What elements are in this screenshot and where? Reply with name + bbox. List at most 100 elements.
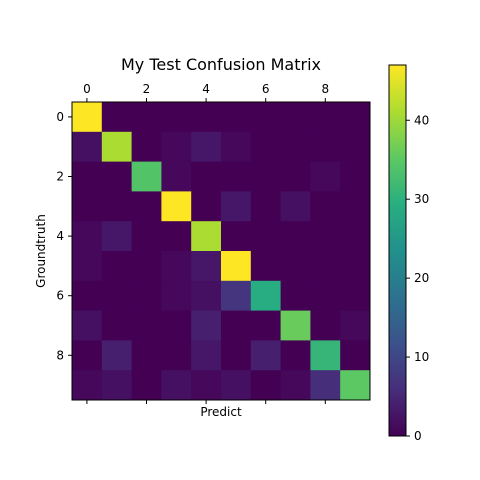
heatmap-cell-r6-c4 (191, 280, 222, 311)
y-tick-label: 8 (56, 348, 64, 362)
heatmap-cell-r7-c6 (250, 310, 281, 341)
heatmap-cell-r1-c9 (340, 131, 371, 162)
heatmap-cell-r4-c7 (280, 221, 311, 252)
heatmap-cell-r4-c3 (161, 221, 192, 252)
heatmap-cell-r8-c1 (101, 340, 132, 371)
heatmap-cell-r4-c9 (340, 221, 371, 252)
colorbar-tick-label: 0 (414, 429, 422, 443)
heatmap-cell-r0-c1 (101, 102, 132, 133)
heatmap-cell-r8-c9 (340, 340, 371, 371)
heatmap-cell-r4-c0 (72, 221, 103, 252)
heatmap-cell-r3-c6 (250, 191, 281, 222)
heatmap-cell-r6-c7 (280, 280, 311, 311)
heatmap-cell-r2-c3 (161, 161, 192, 192)
heatmap-cell-r3-c5 (221, 191, 252, 222)
heatmap-cell-r1-c3 (161, 131, 192, 162)
heatmap-cell-r7-c7 (280, 310, 311, 341)
heatmap-cell-r6-c0 (72, 280, 103, 311)
heatmap-cell-r2-c0 (72, 161, 103, 192)
heatmap-cell-r1-c7 (280, 131, 311, 162)
chart-title: My Test Confusion Matrix (121, 55, 321, 74)
heatmap-cell-r5-c2 (131, 251, 162, 282)
heatmap-cell-r5-c0 (72, 251, 103, 282)
y-tick-label: 2 (56, 170, 64, 184)
heatmap-cell-r0-c2 (131, 102, 162, 133)
heatmap-cell-r4-c1 (101, 221, 132, 252)
x-tick-label: 8 (321, 82, 329, 96)
heatmap-cell-r6-c8 (310, 280, 341, 311)
heatmap-cell-r0-c7 (280, 102, 311, 133)
heatmap-cell-r9-c9 (340, 370, 371, 401)
heatmap-cell-r6-c6 (250, 280, 281, 311)
heatmap-cell-r9-c4 (191, 370, 222, 401)
heatmap-cell-r6-c1 (101, 280, 132, 311)
x-tick-label: 6 (262, 82, 270, 96)
heatmap-cell-r9-c0 (72, 370, 103, 401)
heatmap-cell-r7-c5 (221, 310, 252, 341)
heatmap-cell-r2-c9 (340, 161, 371, 192)
heatmap-cell-r6-c3 (161, 280, 192, 311)
heatmap-cell-r5-c6 (250, 251, 281, 282)
heatmap-cell-r3-c2 (131, 191, 162, 222)
heatmap-cell-r8-c5 (221, 340, 252, 371)
heatmap-cell-r1-c5 (221, 131, 252, 162)
heatmap-cell-r8-c2 (131, 340, 162, 371)
heatmap-cell-r6-c2 (131, 280, 162, 311)
heatmap-cell-r0-c6 (250, 102, 281, 133)
heatmap-cell-r5-c7 (280, 251, 311, 282)
heatmap-cell-r0-c8 (310, 102, 341, 133)
heatmap-cell-r1-c2 (131, 131, 162, 162)
heatmap-cell-r2-c5 (221, 161, 252, 192)
heatmap-cell-r5-c9 (340, 251, 371, 282)
heatmap-cell-r8-c3 (161, 340, 192, 371)
heatmap-cell-r2-c4 (191, 161, 222, 192)
heatmap-cell-r3-c0 (72, 191, 103, 222)
heatmap-cell-r9-c3 (161, 370, 192, 401)
heatmap-cell-r7-c1 (101, 310, 132, 341)
heatmap-cell-r8-c6 (250, 340, 281, 371)
heatmap-cell-r0-c5 (221, 102, 252, 133)
heatmap-cell-r1-c6 (250, 131, 281, 162)
x-tick-label: 0 (83, 82, 91, 96)
colorbar (388, 64, 407, 437)
heatmap-cells (72, 102, 371, 401)
heatmap-cell-r2-c7 (280, 161, 311, 192)
heatmap-cell-r6-c9 (340, 280, 371, 311)
y-tick-label: 4 (56, 229, 64, 243)
heatmap-cell-r6-c5 (221, 280, 252, 311)
heatmap-cell-r5-c4 (191, 251, 222, 282)
heatmap-cell-r8-c0 (72, 340, 103, 371)
heatmap-cell-r0-c9 (340, 102, 371, 133)
colorbar-tick-label: 30 (414, 192, 429, 206)
y-axis-ticks: 0 2 4 6 8 (56, 110, 72, 362)
heatmap-cell-r7-c2 (131, 310, 162, 341)
heatmap-cell-r3-c1 (101, 191, 132, 222)
heatmap-cell-r5-c3 (161, 251, 192, 282)
heatmap-cell-r7-c9 (340, 310, 371, 341)
heatmap-cell-r4-c8 (310, 221, 341, 252)
heatmap-cell-r5-c8 (310, 251, 341, 282)
x-axis-label: Predict (200, 405, 242, 419)
x-axis-ticks: 0 2 4 6 8 (83, 82, 329, 404)
heatmap-cell-r7-c8 (310, 310, 341, 341)
heatmap-cell-r2-c2 (131, 161, 162, 192)
heatmap-cell-r4-c5 (221, 221, 252, 252)
heatmap-cell-r9-c6 (250, 370, 281, 401)
heatmap-cell-r3-c8 (310, 191, 341, 222)
heatmap-cell-r3-c7 (280, 191, 311, 222)
heatmap-cell-r8-c4 (191, 340, 222, 371)
heatmap-cell-r4-c6 (250, 221, 281, 252)
x-tick-label: 4 (202, 82, 210, 96)
colorbar-tick-label: 40 (414, 113, 429, 127)
heatmap-cell-r9-c8 (310, 370, 341, 401)
heatmap-cell-r1-c4 (191, 131, 222, 162)
heatmap-cell-r4-c4 (191, 221, 222, 252)
heatmap-cell-r9-c5 (221, 370, 252, 401)
heatmap-cell-r8-c8 (310, 340, 341, 371)
colorbar-ticks: 0 10 20 30 40 (406, 113, 429, 443)
heatmap-cell-r9-c1 (101, 370, 132, 401)
y-tick-label: 6 (56, 289, 64, 303)
heatmap-cell-r1-c8 (310, 131, 341, 162)
heatmap-cell-r9-c7 (280, 370, 311, 401)
